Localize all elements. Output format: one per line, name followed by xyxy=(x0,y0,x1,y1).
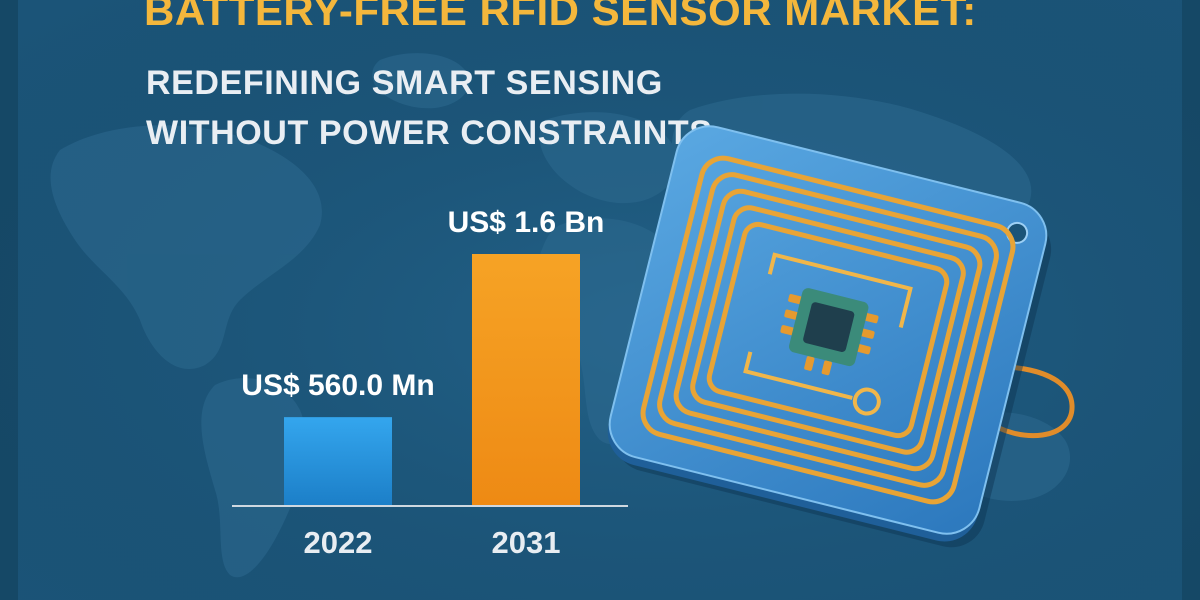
page-title: BATTERY-FREE RFID SENSOR MARKET: xyxy=(144,0,977,34)
bar-2031 xyxy=(472,254,580,505)
page-subtitle: REDEFINING SMART SENSING WITHOUT POWER C… xyxy=(146,58,713,158)
x-tick-label-2022: 2022 xyxy=(304,525,373,560)
subtitle-line-1: REDEFINING SMART SENSING xyxy=(146,64,663,102)
data-label-2031: US$ 1.6 Bn xyxy=(448,206,605,239)
subtitle-line-2: WITHOUT POWER CONSTRAINTS xyxy=(146,114,713,152)
bar-2022 xyxy=(284,417,392,505)
x-tick-label-2031: 2031 xyxy=(492,525,561,560)
data-label-2022: US$ 560.0 Mn xyxy=(241,369,434,402)
